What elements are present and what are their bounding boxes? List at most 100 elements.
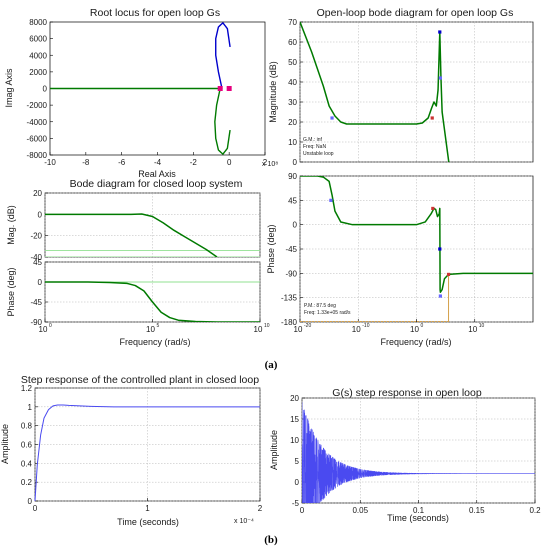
closed-loop-bode-xtick-label: 10 (254, 325, 263, 334)
closed-loop-magnitude-axes (44, 192, 261, 258)
open-loop-phase-ytick-label: 0 (293, 221, 298, 230)
root-locus-xtick-label: 0 (227, 158, 232, 167)
closed-loop-bode-xtick-label: 10 (39, 325, 48, 334)
root-locus-x-exponent: x 10⁸ (262, 161, 278, 168)
gain-margin-annotation: G.M.: inf Freq: NaN Unstable loop (303, 137, 334, 157)
open-loop-bode-xtick-label: 10 (410, 325, 419, 334)
closed-loop-step-ytick-label: 0.2 (21, 478, 33, 487)
closed-loop-step-xtick-label: 1 (145, 504, 150, 513)
open-loop-magnitude-ytick-label: 10 (288, 138, 297, 147)
open-loop-phase-ylabel: Phase (deg) (266, 224, 276, 273)
open-loop-step-ytick-label: 10 (290, 436, 299, 445)
root-locus-ytick-label: 2000 (29, 68, 47, 77)
closed-loop-magnitude-ytick-label: 20 (33, 189, 42, 198)
root-locus-pole-marker (226, 86, 232, 91)
open-loop-phase-marker (431, 206, 435, 211)
closed-loop-step-ytick-label: 1 (28, 403, 33, 412)
closed-loop-step-ytick-label: 0.6 (21, 441, 33, 450)
closed-loop-step-xtick-label: 0 (33, 504, 38, 513)
gain-margin-line-2: Freq: NaN (303, 144, 326, 150)
open-loop-bode-chart: Open-loop bode diagram for open loop Gs … (266, 7, 534, 347)
root-locus-chart: Root locus for open loop Gs -10 -8 -6 -4 -2 0… (4, 7, 278, 179)
open-loop-step-title: G(s) step response in open loop (332, 387, 482, 399)
panel-label-b: (b) (264, 534, 278, 546)
open-loop-phase-curve (300, 176, 533, 294)
closed-loop-bode-xtick-exponent: 5 (157, 323, 160, 329)
closed-loop-phase-ytick-label: 45 (33, 258, 42, 267)
open-loop-phase-ytick-label: -180 (281, 318, 298, 327)
closed-loop-step-ytick-label: 0 (28, 497, 33, 506)
closed-loop-bode-xlabel: Frequency (rad/s) (119, 337, 190, 347)
root-locus-xtick-label: 2 (263, 158, 268, 167)
closed-loop-phase-ytick-label: 0 (38, 278, 43, 287)
closed-loop-step-ylabel: Amplitude (0, 424, 10, 464)
root-locus-title: Root locus for open loop Gs (90, 7, 220, 19)
closed-loop-magnitude-curve (45, 213, 218, 257)
open-loop-bode-title: Open-loop bode diagram for open loop Gs (317, 7, 514, 19)
root-locus-xtick-label: -2 (190, 158, 198, 167)
open-loop-bode-xtick-exponent: -20 (304, 323, 311, 329)
open-loop-phase-marker (446, 272, 451, 277)
closed-loop-step-xlabel: Time (seconds) (117, 517, 179, 527)
closed-loop-phase-ylabel: Phase (deg) (6, 267, 16, 316)
root-locus-ytick-label: 4000 (29, 51, 47, 60)
closed-loop-magnitude-ytick-label: 0 (38, 210, 43, 219)
open-loop-magnitude-marker (430, 116, 434, 120)
open-loop-step-xtick-label: 0.15 (469, 506, 485, 515)
phase-margin-line-2: Freq: 1.33e+05 rad/s (304, 310, 351, 316)
closed-loop-magnitude-ytick-label: -20 (30, 232, 42, 241)
open-loop-bode-xtick-label: 10 (468, 325, 477, 334)
root-locus-ytick-label: 8000 (29, 18, 47, 27)
open-loop-step-xtick-label: 0.1 (413, 506, 425, 515)
closed-loop-phase-curve (45, 281, 260, 322)
open-loop-step-ytick-label: 5 (295, 457, 300, 466)
open-loop-magnitude-ytick-label: 70 (288, 18, 297, 27)
open-loop-phase-ytick-label: -90 (285, 269, 297, 278)
closed-loop-step-curve (34, 404, 260, 502)
open-loop-magnitude-ylabel: Magnitude (dB) (268, 61, 278, 123)
closed-loop-bode-xtick-exponent: 10 (264, 323, 270, 329)
closed-loop-magnitude-ylabel: Mag. (dB) (6, 205, 16, 245)
open-loop-phase-marker (438, 247, 442, 251)
open-loop-magnitude-curve (300, 22, 450, 162)
open-loop-bode-xtick-exponent: 10 (479, 323, 485, 329)
open-loop-magnitude-marker (330, 116, 334, 120)
open-loop-step-ylabel: Amplitude (269, 430, 279, 470)
closed-loop-step-xtick-label: 2 (258, 504, 263, 513)
open-loop-magnitude-ytick-label: 20 (288, 118, 297, 127)
open-loop-magnitude-ytick-label: 50 (288, 58, 297, 67)
root-locus-ytick-label: 6000 (29, 35, 47, 44)
open-loop-step-xtick-label: 0.05 (352, 506, 368, 515)
gain-margin-line-1: G.M.: inf (303, 137, 323, 143)
open-loop-phase-ytick-label: 90 (288, 172, 297, 181)
closed-loop-step-x-exponent: x 10⁻⁴ (234, 518, 254, 525)
closed-loop-step-ytick-label: 0.4 (21, 459, 33, 468)
open-loop-step-ytick-label: 20 (290, 394, 299, 403)
closed-loop-bode-xtick-label: 10 (146, 325, 155, 334)
closed-loop-bode-xtick-exponent: 0 (49, 323, 52, 329)
panel-label-a: (a) (265, 359, 278, 371)
open-loop-phase-ytick-label: -45 (285, 245, 297, 254)
open-loop-bode-xtick-label: 10 (294, 325, 303, 334)
root-locus-xtick-label: -4 (154, 158, 162, 167)
closed-loop-phase-ytick-label: -45 (30, 298, 42, 307)
closed-loop-bode-title: Bode diagram for closed loop system (70, 178, 243, 190)
open-loop-step-ytick-label: -5 (292, 499, 300, 508)
root-locus-ytick-label: -2000 (27, 101, 48, 110)
closed-loop-step-title: Step response of the controlled plant in… (21, 374, 259, 386)
closed-loop-step-chart: Step response of the controlled plant in… (0, 374, 263, 527)
root-locus-branch-2 (214, 88, 231, 155)
open-loop-bode-xtick-exponent: -10 (362, 323, 369, 329)
gain-margin-line-3: Unstable loop (303, 151, 334, 157)
open-loop-step-xlabel: Time (seconds) (387, 513, 449, 523)
open-loop-magnitude-marker (438, 30, 442, 34)
open-loop-magnitude-marker (438, 76, 442, 80)
open-loop-step-curve (302, 402, 535, 503)
root-locus-xlabel: Real Axis (138, 169, 176, 179)
open-loop-phase-ytick-label: 45 (288, 196, 297, 205)
phase-margin-annotation: P.M.: 87.5 deg Freq: 1.33e+05 rad/s (304, 303, 351, 316)
open-loop-phase-marker (438, 294, 442, 298)
open-loop-phase-marker (329, 198, 333, 202)
open-loop-step-xtick-label: 0.2 (529, 506, 541, 515)
